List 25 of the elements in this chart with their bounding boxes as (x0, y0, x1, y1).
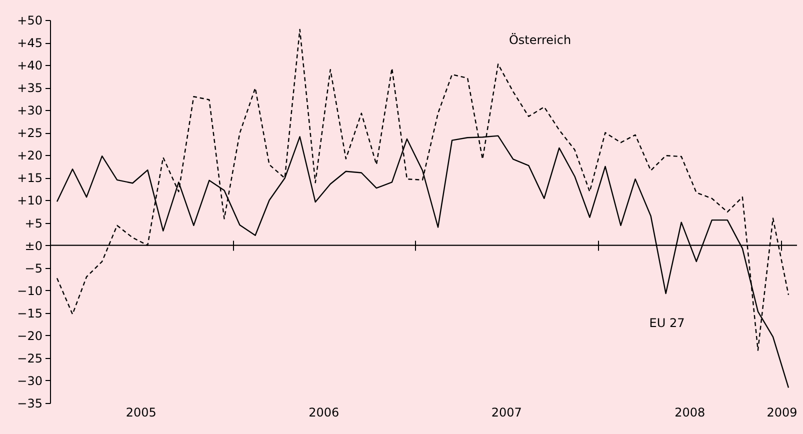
x-tick-label: 2009 (766, 406, 798, 420)
y-tick-label: +20 (17, 148, 42, 163)
y-tick-label: −5 (24, 261, 42, 276)
y-tick-label: −35 (17, 396, 42, 410)
y-tick-label: +30 (17, 104, 42, 118)
y-tick-label: +15 (17, 171, 42, 186)
y-tick-label: +45 (17, 36, 42, 50)
y-tick-label: +10 (17, 194, 42, 208)
y-tick-label: −30 (17, 374, 42, 388)
y-tick-label: −10 (17, 284, 42, 298)
x-tick-label: 2006 (308, 406, 340, 420)
y-tick-label: −25 (17, 351, 42, 366)
series-label: Österreich (508, 33, 572, 47)
y-tick-label: −20 (17, 328, 42, 343)
x-tick-label: 2007 (491, 406, 522, 420)
x-tick-label: 2008 (674, 406, 706, 420)
y-tick-label: +40 (17, 58, 42, 73)
y-tick-label: +35 (17, 81, 42, 96)
y-tick-label: +25 (17, 126, 42, 140)
y-tick-label: +50 (17, 14, 42, 28)
text: EU 27 (649, 316, 685, 330)
x-tick-label: 2005 (126, 406, 156, 420)
y-tick-label: −15 (17, 306, 42, 320)
y-tick-label: +5 (24, 216, 42, 230)
y-tick-label: ±0 (24, 238, 42, 253)
